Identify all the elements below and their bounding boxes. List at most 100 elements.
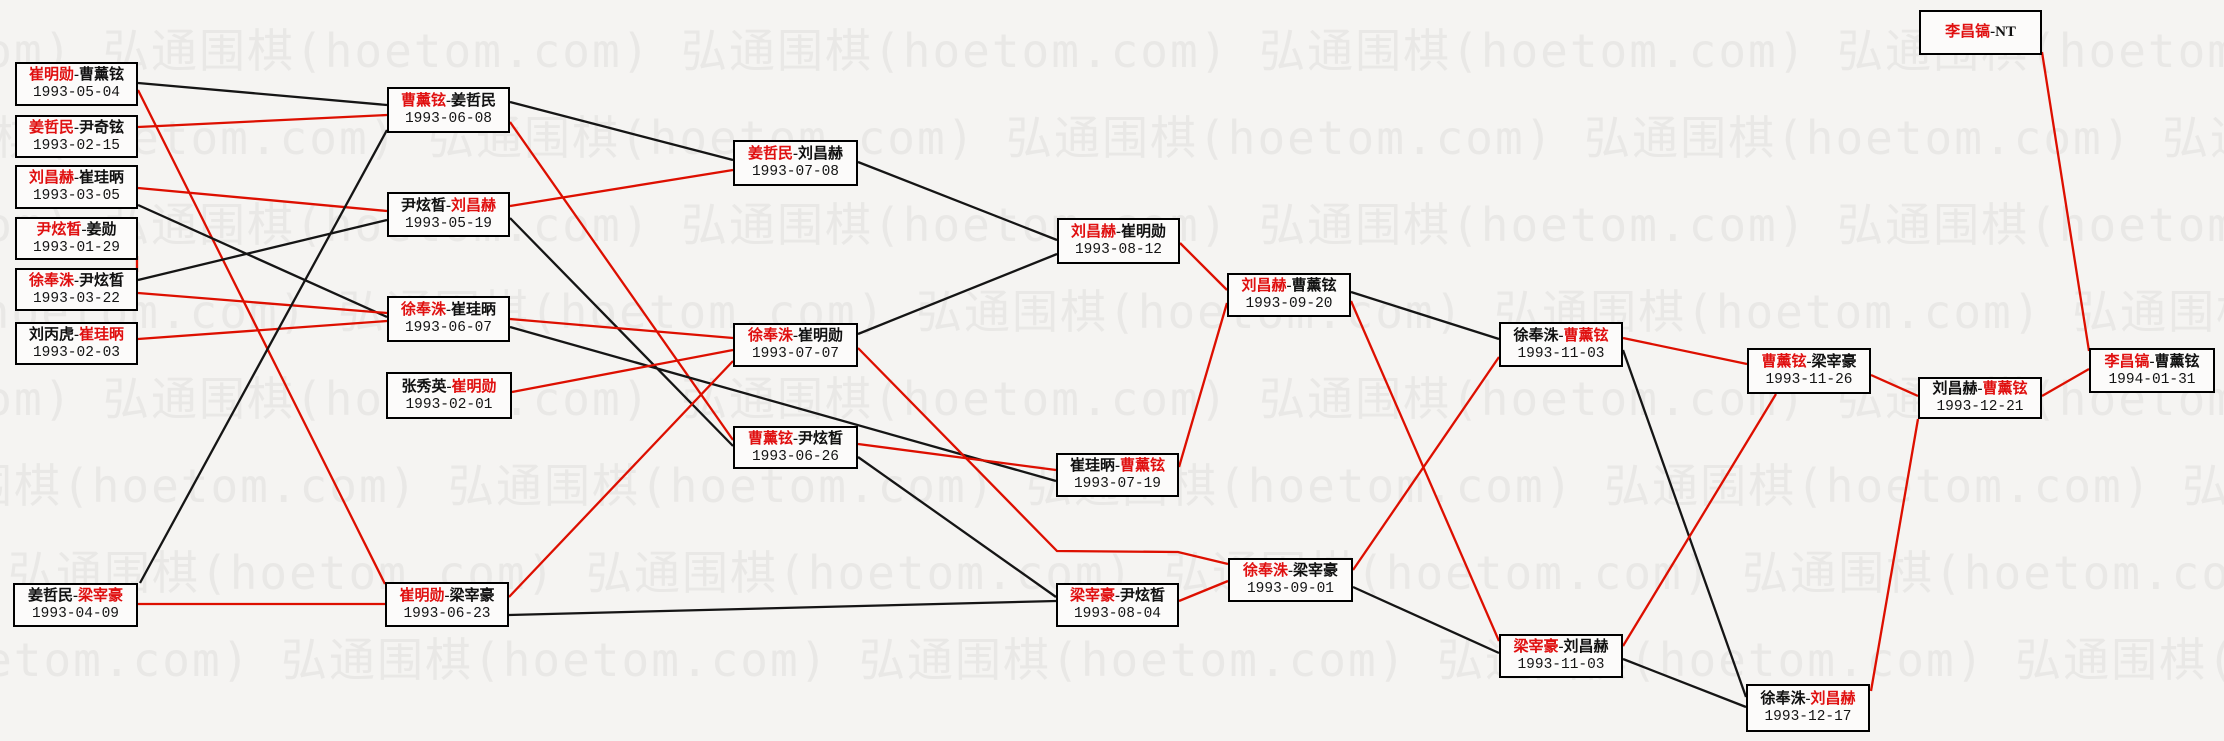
match-box-A4: 尹炫晳-姜勋 1993-01-29 bbox=[15, 217, 138, 260]
edge-F2-G2 bbox=[1622, 657, 1747, 709]
player-separator: - bbox=[1115, 588, 1120, 604]
match-box-F1: 徐奉洙-曹薰铉 1993-11-03 bbox=[1499, 322, 1623, 367]
player-name: 曹薰铉 bbox=[2154, 353, 2200, 370]
player-name: 刘昌赫 bbox=[1563, 639, 1609, 655]
player-name: 徐奉洙 bbox=[1513, 327, 1559, 344]
edge-C2-D1 bbox=[857, 252, 1058, 336]
match-date: 1993-09-20 bbox=[1245, 296, 1333, 312]
match-box-C2: 徐奉洙-崔明勋 1993-07-07 bbox=[733, 323, 858, 367]
match-date: 1994-01-31 bbox=[2108, 371, 2196, 388]
match-date: 1993-06-07 bbox=[404, 320, 492, 336]
match-players: 梁宰豪-尹炫晳 bbox=[1070, 588, 1165, 605]
player-name: 崔明勋 bbox=[399, 587, 445, 604]
player-separator: - bbox=[444, 587, 450, 604]
match-players: 姜哲民-刘昌赫 bbox=[748, 146, 843, 163]
player-separator: - bbox=[1288, 563, 1293, 579]
player-separator: - bbox=[81, 221, 87, 238]
player-name: 曹薰铉 bbox=[400, 93, 446, 109]
player-name: 曹薰铉 bbox=[747, 430, 793, 447]
edge-C3-D2 bbox=[857, 442, 1057, 472]
edge-D2-E1 bbox=[1177, 302, 1229, 468]
match-date: 1993-11-26 bbox=[1765, 372, 1853, 388]
player-name: 姜勋 bbox=[86, 221, 117, 238]
player-name: 姜哲民 bbox=[747, 146, 793, 162]
match-date: 1993-02-15 bbox=[32, 137, 120, 154]
player-name: 刘昌赫 bbox=[451, 197, 497, 214]
edge-E2-F1 bbox=[1352, 356, 1500, 571]
match-date: 1993-03-22 bbox=[32, 290, 120, 307]
edge-B4-C2 bbox=[511, 348, 734, 394]
player-name: 刘昌赫 bbox=[1241, 278, 1287, 294]
edge-G1-H1 bbox=[1870, 373, 1919, 398]
edge-A2-B1 bbox=[137, 113, 388, 129]
player-separator: - bbox=[1806, 354, 1812, 370]
player-name: 崔明勋 bbox=[451, 378, 497, 395]
player-separator: - bbox=[793, 146, 798, 162]
player-name: 刘昌赫 bbox=[28, 170, 74, 186]
edge-B2-C3 bbox=[509, 217, 734, 447]
player-name: 刘昌赫 bbox=[1070, 224, 1116, 240]
match-box-E1: 刘昌赫-曹薰铉 1993-09-20 bbox=[1227, 273, 1351, 317]
match-box-C1: 姜哲民-刘昌赫 1993-07-08 bbox=[733, 140, 858, 186]
edge-F2-G1 bbox=[1622, 393, 1777, 647]
match-players: 崔明勋-曹薰铉 bbox=[29, 67, 124, 84]
match-date: 1993-01-29 bbox=[32, 239, 120, 256]
match-box-D1: 刘昌赫-崔明勋 1993-08-12 bbox=[1057, 218, 1180, 264]
match-box-F2: 梁宰豪-刘昌赫 1993-11-03 bbox=[1499, 634, 1623, 678]
player-name: 刘昌赫 bbox=[798, 146, 844, 162]
match-box-A3: 刘昌赫-崔珪昞 1993-03-05 bbox=[15, 165, 138, 209]
player-name: 梁宰豪 bbox=[449, 587, 495, 604]
match-box-A7: 姜哲民-梁宰豪 1993-04-09 bbox=[13, 583, 138, 627]
player-separator: - bbox=[793, 328, 798, 344]
edge-E1-F1 bbox=[1350, 290, 1500, 341]
edge-E1-F2 bbox=[1349, 300, 1501, 642]
match-date: 1993-09-01 bbox=[1246, 581, 1334, 597]
edge-C2-E2 bbox=[857, 347, 1229, 566]
edge-A5-B2 bbox=[137, 218, 388, 282]
player-separator: - bbox=[1286, 278, 1292, 294]
player-name: 崔珪昞 bbox=[79, 170, 125, 186]
match-date: 1993-05-04 bbox=[32, 85, 120, 101]
player-name: 崔明勋 bbox=[28, 67, 74, 83]
match-date: 1993-03-05 bbox=[32, 188, 120, 204]
player-name: 刘丙虎 bbox=[28, 326, 74, 343]
match-date: 1993-07-07 bbox=[751, 346, 839, 362]
player-name: 曹薰铉 bbox=[1982, 381, 2028, 397]
player-name: 姜哲民 bbox=[28, 119, 74, 136]
edge-A1-B5 bbox=[136, 89, 387, 585]
match-box-B2: 尹炫晳-刘昌赫 1993-05-19 bbox=[387, 192, 510, 237]
player-name: 尹炫晳 bbox=[79, 272, 125, 289]
player-separator: - bbox=[74, 67, 79, 83]
match-players: 张秀英-崔明勋 bbox=[401, 379, 496, 396]
player-name: 尹炫晳 bbox=[1120, 588, 1166, 604]
match-date: 1993-08-04 bbox=[1073, 606, 1161, 622]
match-players: 刘昌赫-崔明勋 bbox=[1071, 224, 1166, 241]
player-name: 曹薰铉 bbox=[1291, 278, 1337, 294]
player-separator: - bbox=[74, 326, 79, 343]
match-box-G1: 曹薰铉-梁宰豪 1993-11-26 bbox=[1747, 348, 1871, 394]
player-separator: - bbox=[1115, 458, 1120, 474]
edge-E2-F2 bbox=[1352, 585, 1500, 655]
player-separator: - bbox=[74, 170, 79, 186]
match-box-H1: 刘昌赫-曹薰铉 1993-12-21 bbox=[1918, 377, 2042, 419]
player-name: 梁宰豪 bbox=[1069, 588, 1115, 604]
match-players: 姜哲民-尹奇铉 bbox=[29, 120, 124, 137]
player-separator: - bbox=[446, 197, 451, 214]
player-separator: - bbox=[1990, 24, 1996, 40]
match-box-C3: 曹薰铉-尹炫晳 1993-06-26 bbox=[733, 426, 858, 469]
player-name: 梁宰豪 bbox=[1811, 354, 1857, 370]
player-name: 梁宰豪 bbox=[1513, 639, 1559, 655]
match-players: 刘丙虎-崔珪昞 bbox=[29, 327, 124, 344]
player-name: 梁宰豪 bbox=[78, 588, 124, 604]
player-name: 梁宰豪 bbox=[1293, 563, 1339, 579]
match-players: 刘昌赫-曹薰铉 bbox=[1241, 278, 1336, 295]
match-box-I2: 李昌镐-曹薰铉 1994-01-31 bbox=[2089, 348, 2215, 393]
match-date: 1993-06-26 bbox=[751, 448, 839, 465]
match-date: 1993-06-23 bbox=[403, 605, 491, 622]
player-name: 姜哲民 bbox=[451, 93, 497, 109]
match-players: 崔珪昞-曹薰铉 bbox=[1070, 458, 1165, 475]
match-date: 1993-11-03 bbox=[1517, 657, 1605, 673]
edge-B5-C2 bbox=[508, 360, 734, 598]
